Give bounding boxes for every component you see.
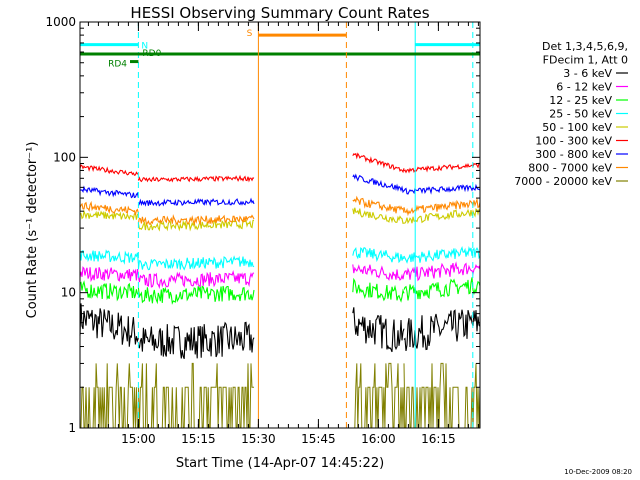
x-tick-label: 15:45 [301, 432, 336, 446]
series-line-segment [352, 207, 405, 224]
legend-label: 100 - 300 keV [535, 135, 612, 148]
series-line-segment [352, 246, 405, 264]
legend-label: 6 - 12 keV [556, 81, 612, 94]
series-line-segment [79, 185, 139, 199]
annotation-rd4: RD4 [108, 60, 139, 70]
series-800-7000-kev [79, 195, 481, 226]
series-line-segment [403, 245, 481, 264]
series-300-800-kev [79, 173, 481, 207]
series-line-segment [403, 183, 481, 195]
series-line-segment [403, 261, 481, 282]
x-tick-label: 16:00 [361, 432, 396, 446]
annotation-label-s: S [247, 29, 253, 39]
series-line-segment [137, 270, 255, 290]
legend: Det 1,3,4,5,6,9,FDecim 1, Att 03 - 6 keV… [514, 40, 628, 188]
x-tick-label: 15:00 [121, 432, 156, 446]
series-line-segment [137, 174, 255, 183]
series-line-segment [352, 362, 405, 429]
chart-title: HESSI Observing Summary Count Rates [130, 4, 429, 22]
annotation-label-rd4: RD4 [108, 60, 127, 70]
series-100-300-kev [79, 152, 481, 183]
series-line-segment [79, 303, 139, 347]
footer-timestamp: 10-Dec-2009 08:20 [564, 468, 632, 476]
series-3-6-kev [79, 303, 481, 359]
annotation-rd0: RD0 [80, 49, 480, 59]
annotation-label-rd0: RD0 [142, 49, 161, 59]
x-tick-label: 16:15 [421, 432, 456, 446]
series-line-segment [352, 277, 405, 303]
series-25-50-kev [79, 245, 481, 271]
series-line-segment [403, 208, 481, 225]
series-line-segment [137, 214, 255, 226]
series-line-segment [79, 280, 139, 302]
series-line-segment [137, 321, 255, 359]
series-line-segment [352, 173, 405, 194]
series-line-segment [352, 307, 405, 353]
annotation-label-n: N [141, 42, 148, 52]
series-line-segment [352, 264, 405, 281]
series-line-segment [137, 197, 255, 207]
series-line-segment [403, 162, 481, 174]
series-line-segment [403, 197, 481, 217]
series-line-segment [79, 200, 139, 216]
x-tick-label: 15:15 [181, 432, 216, 446]
series-12-25-kev [79, 277, 481, 305]
series-line-segment [403, 309, 481, 351]
y-axis-label: Count Rate (s⁻¹ detector⁻¹) [25, 142, 40, 319]
legend-label: 7000 - 20000 keV [514, 175, 612, 188]
legend-label: 800 - 7000 keV [528, 162, 612, 175]
y-tick-label: 100 [53, 150, 76, 164]
series-line-segment [403, 277, 481, 301]
series-line-segment [352, 152, 405, 174]
legend-label: 25 - 50 keV [549, 108, 612, 121]
legend-label: 300 - 800 keV [535, 148, 612, 161]
y-tick-label: 10 [61, 286, 76, 300]
y-tick-label: 1000 [45, 15, 76, 29]
x-axis-label: Start Time (14-Apr-07 14:45:22) [176, 456, 384, 471]
annotation-s: S [247, 22, 347, 428]
series-line-segment [403, 362, 481, 429]
series-line-segment [79, 249, 139, 265]
series-6-12-kev [79, 261, 481, 290]
legend-label: 3 - 6 keV [563, 67, 612, 80]
series-line-segment [352, 195, 405, 214]
legend-header: Det 1,3,4,5,6,9, [542, 40, 628, 53]
series-line-segment [137, 255, 255, 271]
axes: 1 10 100 1000 15:00 15:15 15:30 15:45 16:00 16:15 [45, 15, 481, 446]
series-line-segment [79, 164, 139, 176]
legend-label: 12 - 25 keV [549, 94, 612, 107]
series-line-segment [79, 266, 139, 283]
legend-header: FDecim 1, Att 0 [543, 54, 628, 67]
legend-label: 50 - 100 keV [542, 121, 612, 134]
y-tick-label: 1 [68, 421, 76, 435]
x-tick-label: 15:30 [241, 432, 276, 446]
series-line-segment [79, 209, 139, 221]
series-line-segment [137, 285, 255, 305]
series-line-segment [80, 363, 139, 429]
plot-frame [79, 21, 481, 429]
